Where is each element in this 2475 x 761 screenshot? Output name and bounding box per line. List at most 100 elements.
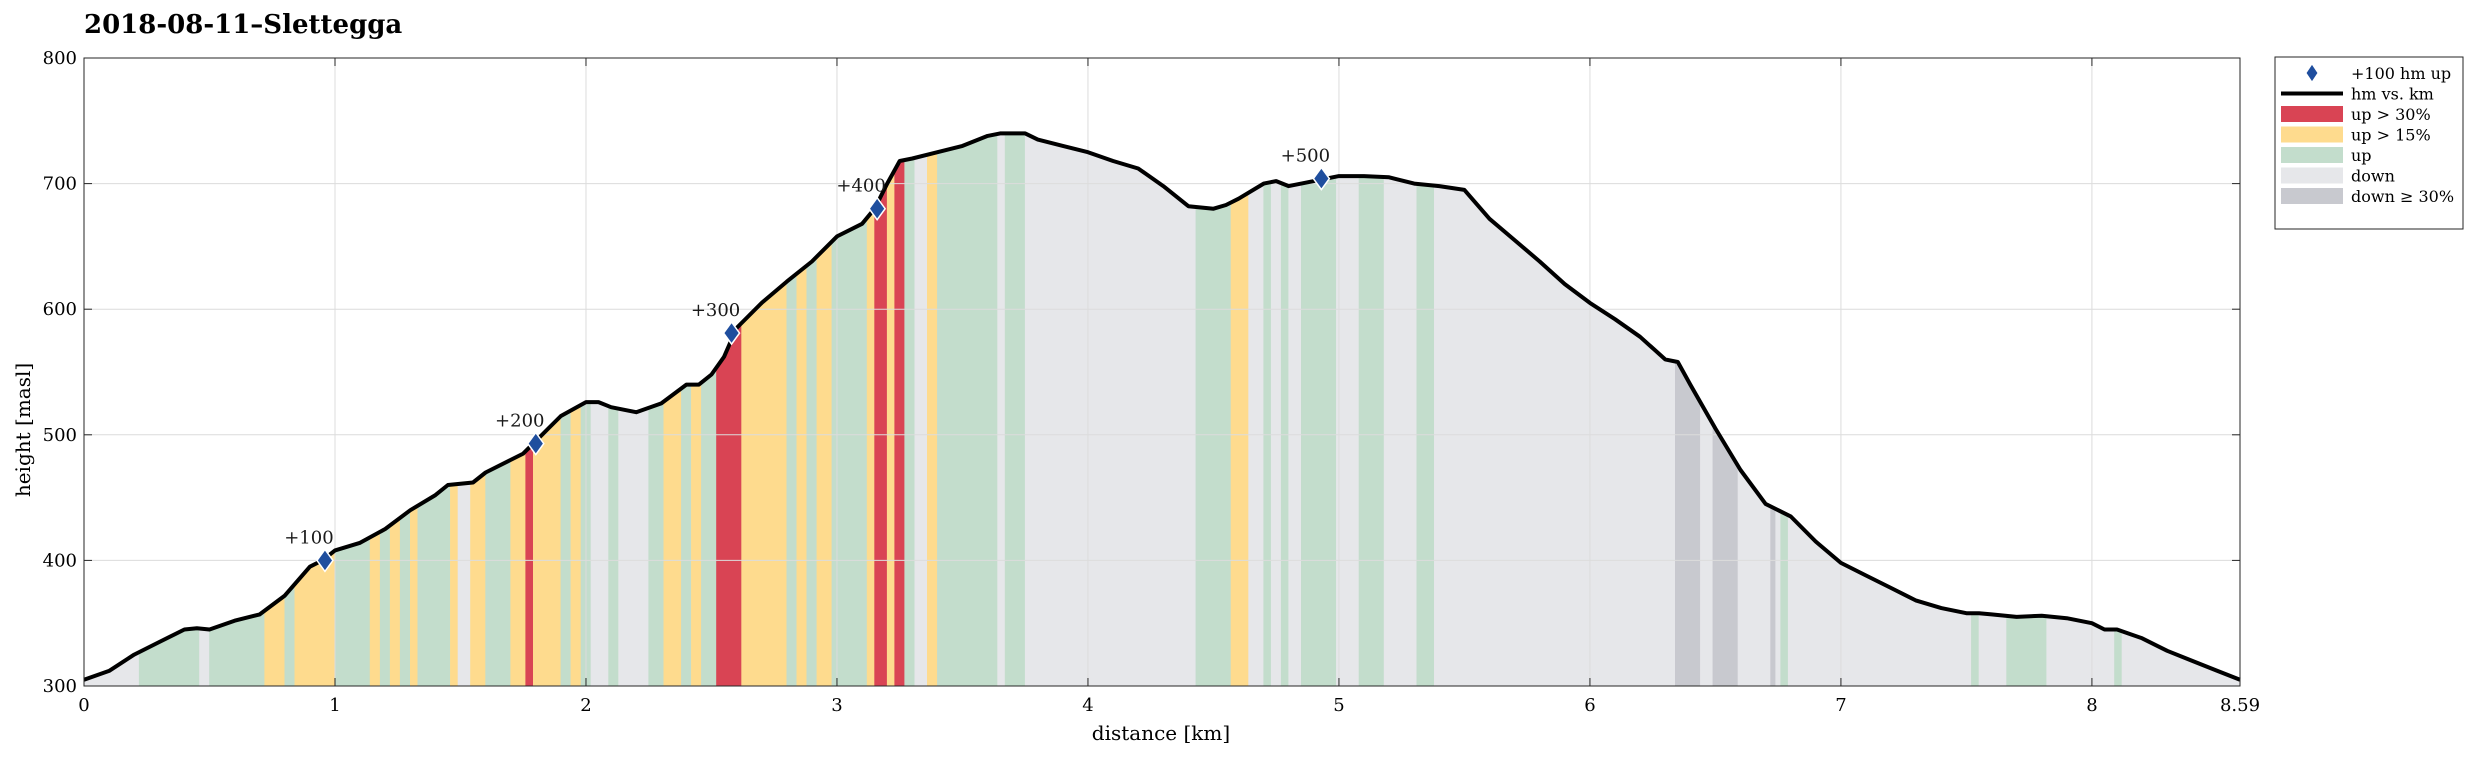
x-tick-label: 0 [78,695,89,716]
segment-up [334,536,371,687]
segment-down [997,133,1006,687]
milestone-label: +200 [495,411,544,432]
x-tick-label: 8.59 [2220,695,2260,716]
y-tick-label: 500 [43,425,77,446]
y-tick-label: 700 [43,174,77,195]
segment-up [648,400,665,687]
x-tick-label: 4 [1082,695,1093,716]
segment-down [914,154,928,687]
plot-frame [83,57,2241,687]
segment-down [1383,176,1418,687]
milestone-label: +400 [836,176,885,197]
segment-up [608,405,619,687]
segment-down [199,628,210,687]
segment-up-gt-15 [927,151,938,687]
segment-up-gt-15 [570,404,582,687]
profile-line [83,131,2241,682]
x-tick-label: 5 [1333,695,1344,716]
segment-up [2006,615,2047,687]
segment-down-ge-30 [1675,361,1701,687]
milestone-label: +300 [691,300,740,321]
segment-up [485,459,511,687]
x-tick-label: 1 [329,695,340,716]
legend-swatch-up-gt-30 [2281,106,2343,122]
segment-up-gt-15 [886,169,895,687]
x-tick-label: 7 [1835,695,1846,716]
segment-down [1270,180,1282,687]
segment-up-gt-15 [389,517,401,687]
legend-label-line: hm vs. km [2351,85,2434,104]
segment-up [1004,133,1026,687]
segment-up [1358,175,1385,687]
segment-up [904,157,916,687]
segment-up [786,272,798,687]
segment-down [1978,612,2007,687]
segment-up-gt-15 [450,483,459,687]
legend-label-down: down [2351,167,2395,186]
segment-up [560,409,572,687]
segment-down [590,401,609,687]
segment-up [1263,181,1272,687]
milestone-label: +100 [284,527,333,548]
legend-label-down-ge-30: down ≥ 30% [2351,187,2454,206]
y-tick-label: 800 [43,48,77,69]
legend-label-up-gt-15: up > 15% [2351,126,2431,145]
segment-up-gt-15 [866,207,875,687]
x-axis-label: distance [km] [1092,721,1230,745]
segment-up [701,366,717,687]
segment-up-gt-15 [533,415,562,687]
segment-up [1301,176,1337,687]
legend-label-up-gt-30: up > 30% [2351,105,2431,124]
legend-swatch-up-gt-15 [2281,126,2343,143]
segment-up [1780,510,1789,687]
segment-up-gt-30 [894,159,905,687]
y-tick-label: 400 [43,550,77,571]
y-axis-label: height [masl] [11,363,35,497]
segment-up-gt-15 [470,471,486,687]
segment-down-ge-30 [1770,505,1776,687]
segment-down [1336,175,1360,687]
milestone-marker [1312,166,1331,191]
segment-up [681,384,692,687]
segment-up [1971,612,1980,687]
segment-up [806,255,818,687]
segment-up-gt-15 [816,240,833,687]
segment-up [379,524,391,687]
segment-up-gt-15 [369,531,381,687]
segment-up-gt-15 [663,387,682,687]
segment-down [1700,400,1714,687]
segment-up [2114,629,2123,687]
milestone-marker [722,320,741,346]
segment-down [457,482,471,687]
legend-swatch-marker [2305,63,2319,83]
chart-title: 2018-08-11–Slettegga [84,10,402,40]
legend-swatch-down-ge-30 [2281,188,2343,204]
milestone-marker [316,548,334,573]
segment-up-gt-15 [1230,192,1249,687]
segment-down [1024,132,1197,687]
milestone-markers: +100 +200 +300 +400 +500 [284,146,1331,573]
legend-label-marker: +100 hm up [2351,64,2451,83]
milestone-marker [526,431,545,456]
segment-up [284,583,296,687]
x-tick-label: 2 [580,695,591,716]
segment-up-gt-15 [691,381,702,687]
segment-up [417,484,451,687]
segment-down [618,407,649,687]
legend-swatch-down [2281,167,2343,184]
x-tick-label: 3 [831,695,842,716]
legend-label-up: up [2351,146,2372,165]
segment-up-gt-15 [741,280,788,687]
segment-up-gt-15 [796,264,808,687]
y-tick-label: 600 [43,299,77,320]
segment-up-gt-15 [510,450,526,687]
segment-up [1195,201,1232,687]
milestone-label: +500 [1281,146,1330,167]
axes: 0 1 2 3 4 5 6 7 8 8.59 300 400 500 600 700 800 [43,48,2260,716]
segment-up-gt-30 [716,322,742,687]
y-tick-label: 300 [43,676,77,697]
segment-up [937,133,998,687]
x-tick-label: 6 [1584,695,1595,716]
